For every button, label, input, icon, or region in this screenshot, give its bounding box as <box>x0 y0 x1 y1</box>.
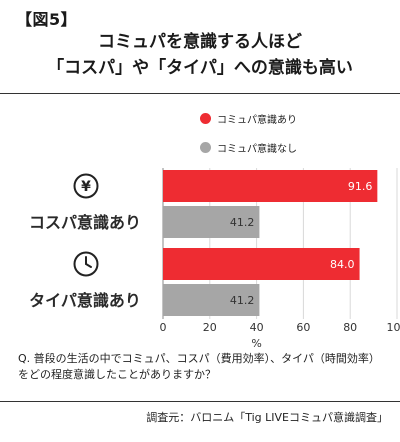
chart-title-line-1: コミュパを意識する人ほど <box>98 32 302 52</box>
category-label-cospa: コスパ意識あり <box>28 213 141 232</box>
legend-dot-aware <box>200 112 211 124</box>
legend-label-aware: コミュパ意識あり <box>217 114 297 126</box>
category-label-taipa: タイパ意識あり <box>29 291 141 310</box>
bar-value-label-1-1: 91.6 <box>348 180 373 193</box>
bar-2-series-1 <box>163 248 360 280</box>
x-tick-label-20: 20 <box>203 321 217 334</box>
yen-coin-icon: ¥ <box>73 173 99 199</box>
x-tick-label-100: 100 <box>387 321 400 334</box>
source-note: 調査元：バロニム「Tig LIVEコミュパ意識調査」 <box>146 411 388 424</box>
legend-item-unaware: コミュパ意識なし <box>200 139 297 155</box>
bar-value-label-1-2: 41.2 <box>230 216 255 229</box>
bar-value-label-2-2: 41.2 <box>230 294 255 307</box>
bar-2-series-2 <box>163 284 260 316</box>
bar-value-label-2-1: 84.0 <box>330 258 355 271</box>
x-tick-label-40: 40 <box>250 321 264 334</box>
figure-tag: 【図5】 <box>16 10 78 29</box>
x-tick-label-60: 60 <box>296 321 310 334</box>
bottom-rule <box>0 401 400 402</box>
legend-dot-unaware <box>200 141 211 153</box>
x-tick-label-80: 80 <box>343 321 357 334</box>
survey-question: Q. 普段の生活の中でコミュパ、コスパ（費用効率）、タイパ（時間効率）をどの程度… <box>18 352 380 381</box>
x-axis-label: % <box>251 337 261 350</box>
svg-text:¥: ¥ <box>81 179 91 195</box>
bar-chart: 0 20 40 60 80 100% 91.6 41.2 84.0 41.2 <box>160 168 400 350</box>
legend-item-aware: コミュパ意識あり <box>200 110 297 126</box>
legend-label-unaware: コミュパ意識なし <box>217 143 297 155</box>
bar-1-series-1 <box>163 170 378 202</box>
top-rule <box>0 93 400 94</box>
clock-icon <box>73 251 99 277</box>
chart-title-line-2: 「コスパ」や「タイパ」への意識も高い <box>47 58 353 78</box>
x-tick-label-0: 0 <box>160 321 167 334</box>
bar-1-series-2 <box>163 206 260 238</box>
